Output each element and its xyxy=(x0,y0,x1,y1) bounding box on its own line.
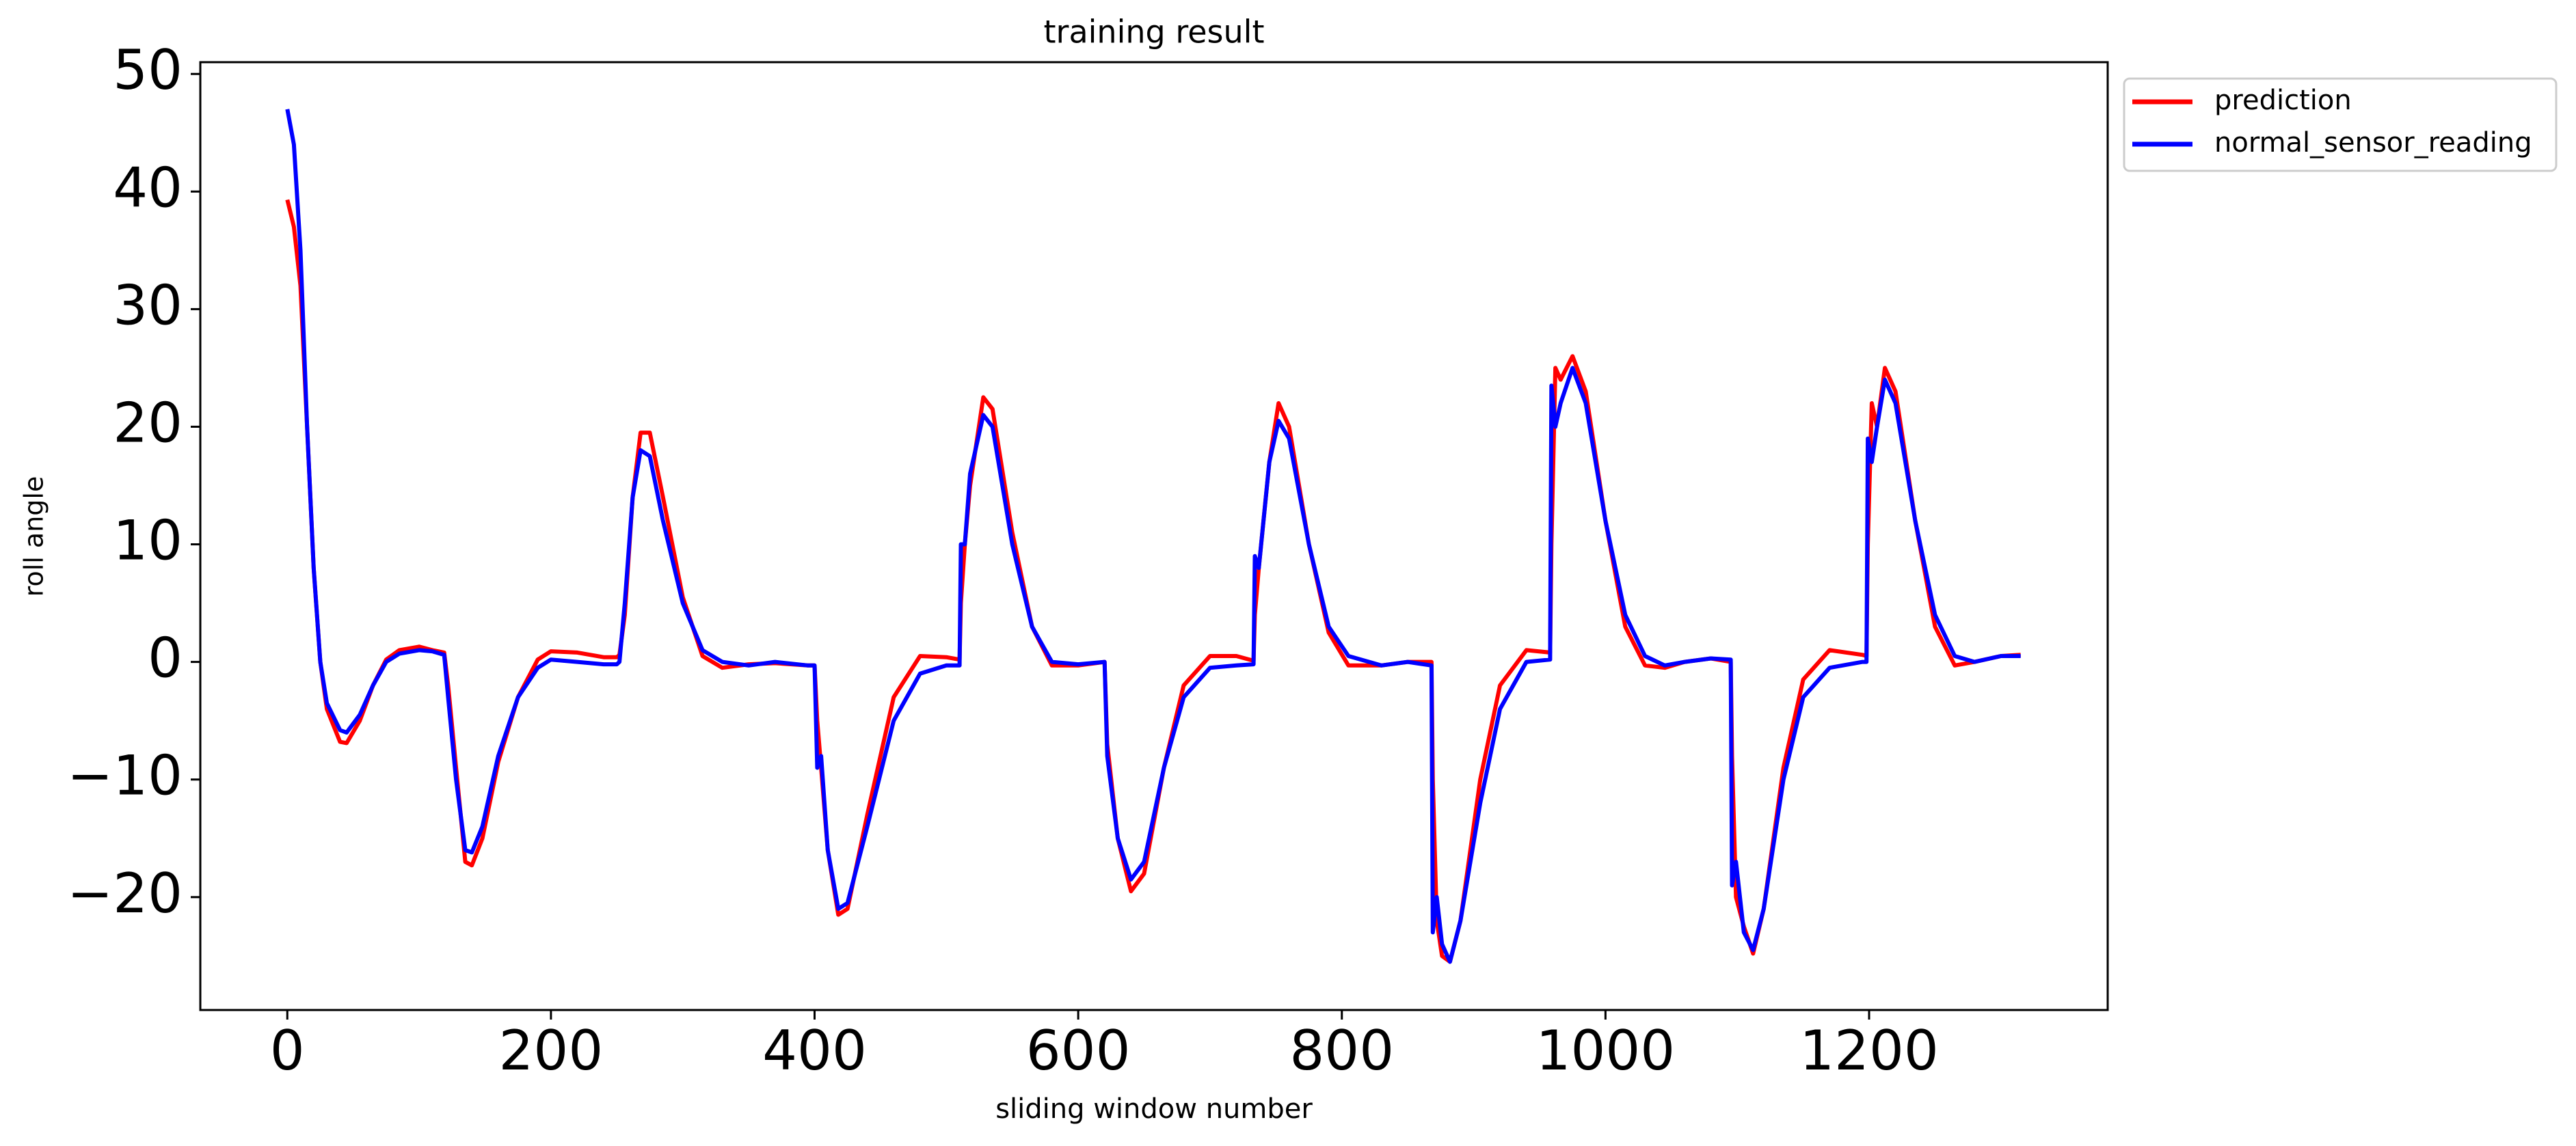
line-series xyxy=(285,109,2021,964)
x-tick-label: 200 xyxy=(499,1019,604,1082)
x-tick-label: 0 xyxy=(270,1019,305,1082)
y-tick-label: 50 xyxy=(113,38,183,102)
x-tick-label: 1200 xyxy=(1799,1019,1939,1082)
y-tick-label: 0 xyxy=(148,627,183,690)
x-tick-label: 1000 xyxy=(1536,1019,1676,1082)
y-tick-label: −10 xyxy=(67,744,183,808)
chart-title: training result xyxy=(1044,14,1265,51)
y-tick-label: 40 xyxy=(113,156,183,219)
legend-box xyxy=(2123,77,2558,172)
x-axis-label: sliding window number xyxy=(995,1093,1313,1125)
y-tick-label: 20 xyxy=(113,391,183,454)
plot-frame xyxy=(199,61,2109,1011)
legend-label: normal_sensor_reading xyxy=(2214,127,2532,159)
y-tick-label: 10 xyxy=(113,509,183,573)
y-tick-label: −20 xyxy=(67,862,183,925)
line-series xyxy=(285,199,2021,964)
y-tick-label: 30 xyxy=(113,273,183,337)
x-tick-label: 600 xyxy=(1026,1019,1131,1082)
x-tick-label: 400 xyxy=(762,1019,867,1082)
y-axis-label: roll angle xyxy=(19,476,49,597)
legend-label: prediction xyxy=(2214,85,2352,116)
x-tick-label: 800 xyxy=(1289,1019,1394,1082)
